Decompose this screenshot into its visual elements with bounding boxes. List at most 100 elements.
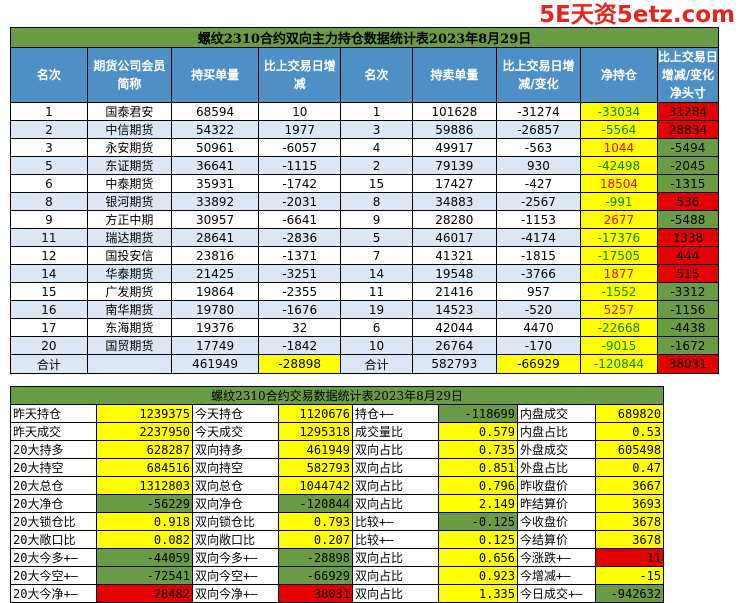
row-value: -44059: [96, 548, 193, 567]
row-label: 双向占比: [352, 476, 439, 495]
row-value: 689820: [594, 404, 665, 423]
table-cell: -1676: [258, 300, 342, 319]
column-header: 名次: [340, 47, 413, 103]
row-value: 0.207: [278, 530, 353, 549]
row-label: 今天持仓: [192, 404, 279, 423]
table-cell: -2355: [258, 282, 342, 301]
table-row: 20大持多 628287 双向持多 461949 双向占比 0.735 外盘成交 605498: [10, 440, 665, 459]
table-cell: 15: [10, 282, 88, 301]
table-cell: 3: [340, 120, 413, 139]
table2-title: 螺纹2310合约交易数据统计表2023年8月29日: [9, 386, 665, 405]
row-label: 双向占比: [352, 548, 439, 567]
total-cell: [86, 354, 172, 374]
row-label: 20大今空+—: [10, 566, 97, 585]
table-cell: 国投安信: [86, 246, 172, 265]
row-label: 内盘成交: [517, 404, 596, 423]
table-cell: 2677: [580, 210, 658, 229]
row-value: 0.793: [278, 512, 353, 531]
table-cell: 30957: [170, 210, 260, 229]
table-cell: 银河期货: [86, 192, 172, 211]
table-cell: 14: [340, 264, 413, 283]
table-cell: 28641: [170, 228, 260, 247]
row-label: 20大持多: [10, 440, 97, 459]
table-cell: -17376: [580, 228, 658, 247]
table-row: 15 广发期货 19864 -2355 11 21416 957 -1552 -3312: [10, 282, 720, 301]
row-label: 今增减+—: [517, 566, 596, 585]
row-value: 2.149: [438, 494, 518, 513]
table-cell: 14523: [411, 300, 497, 319]
row-value: 0.53: [594, 422, 665, 441]
column-header: 持卖单量: [411, 47, 497, 103]
table-cell: 瑞达期货: [86, 228, 172, 247]
row-label: 双向今多+—: [192, 548, 279, 567]
table-cell: 8: [340, 192, 413, 211]
table-cell: -2836: [258, 228, 342, 247]
table-row: 20大持空 684516 双向持空 582793 双向占比 0.851 外盘占比 0.47: [10, 458, 665, 477]
row-label: 20大今多+—: [10, 548, 97, 567]
table-row: 14 华泰期货 21425 -3251 14 19548 -3766 1877 515: [10, 264, 720, 283]
table-row: 20大今空+— -72541 双向今空+— -66929 双向占比 0.923 今增减+— -…: [10, 566, 665, 585]
table-row: 20 国贸期货 17749 -1842 10 26764 -170 -9015 -1672: [10, 336, 720, 355]
row-label: 内盘占比: [517, 422, 596, 441]
table-cell: 35931: [170, 174, 260, 193]
table-cell: 42044: [411, 318, 497, 337]
row-value: 1.335: [438, 584, 518, 603]
table-cell: -1815: [495, 246, 582, 265]
table-cell: -6641: [258, 210, 342, 229]
table-row: 12 国投安信 23816 -1371 7 41321 -1815 -17505 444: [10, 246, 720, 265]
table-cell: -42498: [580, 156, 658, 175]
row-value: -15: [594, 566, 665, 585]
row-label: 外盘成交: [517, 440, 596, 459]
table-cell: 50961: [170, 138, 260, 157]
row-label: 今结算价: [517, 530, 596, 549]
table-cell: 4: [340, 138, 413, 157]
table-cell: 6: [340, 318, 413, 337]
table-cell: 3: [10, 138, 88, 157]
table-cell: 广发期货: [86, 282, 172, 301]
row-value: 3693: [594, 494, 665, 513]
row-value: 0.125: [438, 530, 518, 549]
table-cell: -1552: [580, 282, 658, 301]
table-cell: -17505: [580, 246, 658, 265]
table-cell: 515: [656, 264, 720, 283]
row-value: 0.918: [96, 512, 193, 531]
table-cell: 9: [10, 210, 88, 229]
table-cell: 21416: [411, 282, 497, 301]
position-statistics-table: 螺纹2310合约双向主力持仓数据统计表2023年8月29日 名次 期货公司会员简称…: [10, 27, 720, 374]
table-cell: 41321: [411, 246, 497, 265]
table-cell: 19780: [170, 300, 260, 319]
table-cell: -1315: [656, 174, 720, 193]
row-label: 持仓+—: [352, 404, 439, 423]
column-header: 比上交易日增减/变化: [495, 47, 582, 103]
table-cell: 20: [10, 336, 88, 355]
total-cell: -66929: [495, 354, 582, 374]
table-cell: -1115: [258, 156, 342, 175]
row-value: 3678: [594, 530, 665, 549]
table-cell: 华泰期货: [86, 264, 172, 283]
table-cell: 31284: [656, 102, 720, 121]
table-row: 3 永安期货 50961 -6057 4 49917 -563 1044 -5494: [10, 138, 720, 157]
row-label: 双向总仓: [192, 476, 279, 495]
table-cell: -22668: [580, 318, 658, 337]
table-cell: 方正中期: [86, 210, 172, 229]
row-value: 28482: [96, 584, 193, 603]
table-cell: -1742: [258, 174, 342, 193]
row-label: 成交量比: [352, 422, 439, 441]
total-cell: 合计: [10, 354, 88, 374]
row-value: 605498: [594, 440, 665, 459]
table-cell: 1338: [656, 228, 720, 247]
table-cell: 46017: [411, 228, 497, 247]
row-label: 今涨跌+—: [517, 548, 596, 567]
table-row: 20大总仓 1312803 双向总仓 1044742 双向占比 0.796 昨收盘价 3667: [10, 476, 665, 495]
table-cell: -3251: [258, 264, 342, 283]
table-cell: -427: [495, 174, 582, 193]
column-header: 持买单量: [170, 47, 260, 103]
table-cell: -5564: [580, 120, 658, 139]
table-cell: 中信期货: [86, 120, 172, 139]
table-cell: -2045: [656, 156, 720, 175]
table-cell: 10: [258, 102, 342, 121]
row-label: 20大敞口比: [10, 530, 97, 549]
table-cell: 2: [10, 120, 88, 139]
row-label: 比较+—: [352, 512, 439, 531]
row-value: 3667: [594, 476, 665, 495]
